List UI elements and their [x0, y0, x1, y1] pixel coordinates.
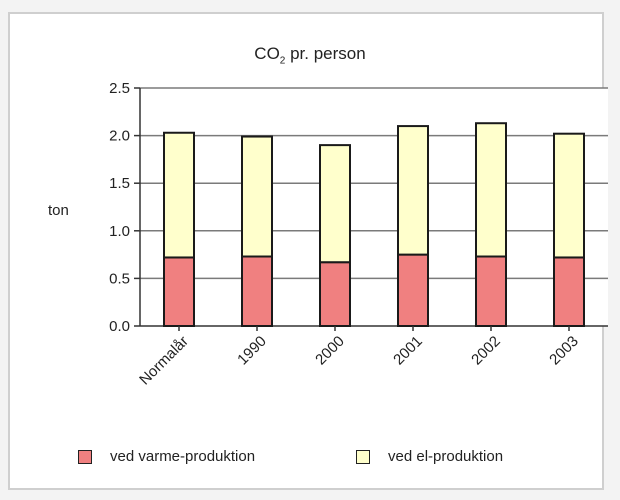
plot-area — [140, 88, 608, 326]
legend-item-electricity: ved el-produktion — [356, 448, 503, 465]
bar-segment-electricity — [553, 132, 585, 259]
bar-segment-electricity — [241, 135, 273, 258]
x-tick-label: 2001 — [390, 333, 426, 369]
bar-segment-heat — [163, 256, 195, 327]
y-tick-label: 2.0 — [109, 128, 130, 145]
legend-swatch-electricity — [356, 449, 370, 464]
bar-segment-heat — [397, 253, 429, 328]
y-tick-label: 1.5 — [109, 175, 130, 192]
legend-label-electricity: ved el-produktion — [388, 448, 504, 465]
bar-segment-electricity — [397, 125, 429, 256]
y-tick-label: 2.5 — [109, 80, 130, 97]
bar-segment-heat — [475, 255, 507, 327]
legend-item-heat: ved varme-produktion — [78, 448, 255, 465]
legend-label-heat: ved varme-produktion — [110, 448, 256, 465]
bar-segment-electricity — [475, 122, 507, 258]
legend-swatch-heat — [78, 449, 92, 464]
bar-segment-heat — [319, 261, 351, 328]
y-axis-label: ton — [48, 202, 69, 219]
y-tick-label: 1.0 — [109, 223, 130, 240]
x-tick-label: 2000 — [312, 333, 348, 369]
chart-title: CO2 pr. person — [254, 44, 366, 67]
x-tick-label: 1990 — [234, 333, 270, 369]
bar-segment-electricity — [163, 131, 195, 259]
y-tick-label: 0.0 — [109, 318, 130, 335]
chart-legend: ved varme-produktion ved el-produktion — [0, 448, 620, 478]
x-tick-label: 2002 — [468, 333, 504, 369]
y-tick-label: 0.5 — [109, 270, 130, 287]
x-tick-label: Normalår — [136, 333, 192, 389]
bar-segment-heat — [553, 256, 585, 327]
bar-segment-electricity — [319, 144, 351, 264]
bar-segment-heat — [241, 255, 273, 327]
x-tick-label: 2003 — [546, 333, 582, 369]
